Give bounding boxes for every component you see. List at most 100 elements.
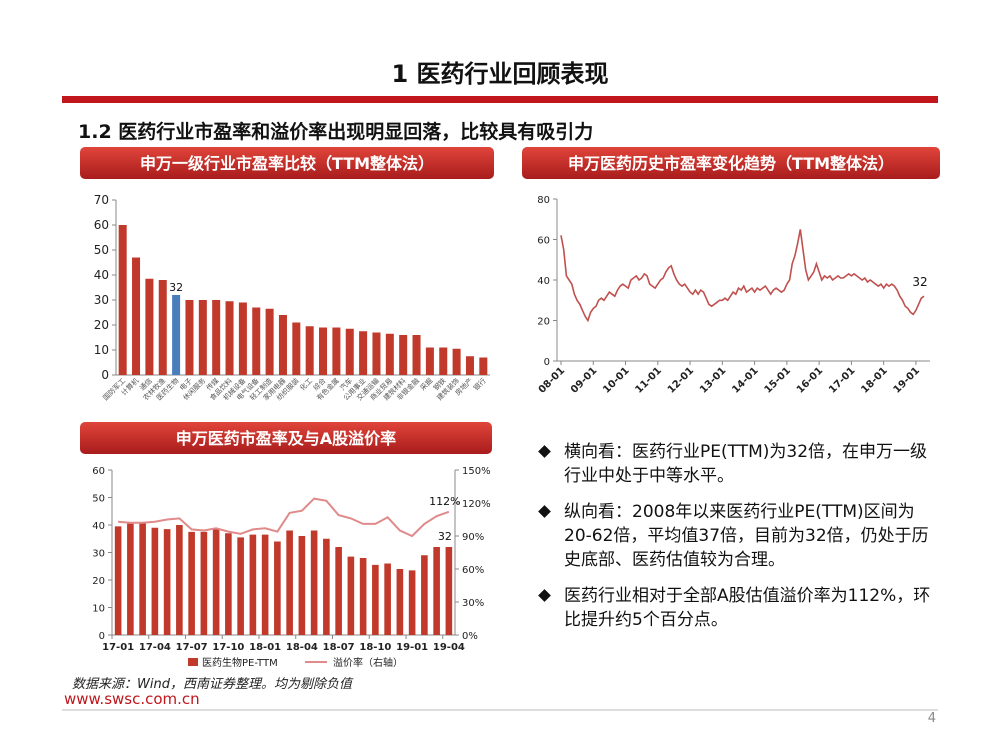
bullet-item: 横向看：医药行业PE(TTM)为32倍，在申万一级行业中处于中等水平。 [538, 440, 938, 488]
x-tick-label: 采掘 [418, 376, 434, 392]
slide-title: 1 医药行业回顾表现 [391, 60, 608, 88]
bar [145, 278, 154, 375]
y-tick-label: 60% [462, 565, 484, 576]
source-note: 数据来源：Wind，西南证券整理。均为剔除负值 [72, 676, 354, 692]
x-tick-label: 19-01 [892, 365, 922, 395]
data-label: 32 [912, 275, 927, 289]
y-tick-label: 70 [94, 193, 109, 207]
series-line [118, 497, 450, 538]
legend-label: 医药生物PE-TTM [202, 656, 278, 669]
y-tick-label: 30% [462, 598, 484, 609]
y-tick-label: 40 [94, 268, 109, 282]
bar [172, 295, 181, 375]
x-tick-label: 17-01 [827, 365, 857, 395]
bar [384, 563, 391, 635]
bar [345, 328, 354, 375]
bar [212, 529, 220, 635]
bar [359, 331, 368, 375]
bar [433, 547, 440, 635]
bar [114, 526, 122, 635]
x-tick-label: 18-07 [323, 642, 355, 653]
x-tick-label: 18-01 [859, 365, 889, 395]
bar [278, 315, 287, 375]
bar [265, 308, 274, 375]
page-number: 4 [928, 711, 936, 726]
bar [359, 558, 367, 635]
bar [252, 307, 261, 375]
panel-banner [80, 147, 494, 179]
y-tick-label: 0 [101, 368, 109, 382]
bar [305, 326, 314, 375]
y-tick-label: 80 [537, 195, 550, 206]
bar [479, 357, 488, 375]
x-tick-label: 17-07 [176, 642, 208, 653]
bar [185, 300, 194, 375]
y-tick-label: 0 [99, 631, 105, 642]
x-tick-label: 化工 [298, 376, 314, 392]
bar [237, 537, 244, 635]
panel-title: 申万一级行业市盈率比较（TTM整体法） [140, 154, 434, 173]
x-tick-label: 18-01 [249, 642, 281, 653]
bar [118, 225, 127, 375]
bar [372, 332, 381, 375]
bar [238, 302, 247, 375]
bar [225, 301, 234, 375]
y-tick-label: 40 [92, 521, 105, 532]
y-tick-label: 60 [92, 466, 105, 477]
panel-title: 申万医药历史市盈率变化趋势（TTM整体法） [568, 154, 894, 173]
bar [158, 280, 167, 375]
bar [139, 522, 146, 635]
bar [323, 538, 330, 635]
x-tick-label: 11-01 [634, 365, 664, 395]
x-tick-label: 10-01 [601, 365, 631, 395]
bar [465, 356, 474, 375]
x-tick-label: 12-01 [666, 365, 696, 395]
bar [319, 327, 328, 375]
bar [347, 556, 355, 635]
x-tick-label: 18-10 [359, 642, 391, 653]
bar [292, 322, 301, 375]
x-tick-label: 15-01 [763, 365, 793, 395]
panel-banner [522, 147, 940, 179]
bar [372, 564, 379, 635]
bar [249, 534, 257, 635]
x-tick-label: 银行 [471, 376, 487, 392]
x-tick-label: 16-01 [795, 365, 825, 395]
y-tick-label: 120% [462, 499, 491, 510]
data-label: 32 [438, 530, 452, 543]
panel-banner [80, 422, 492, 454]
bar [188, 531, 195, 635]
bar [200, 531, 208, 635]
data-label: 112% [429, 495, 460, 508]
y-tick-label: 20 [537, 317, 550, 328]
title-rule [62, 96, 938, 103]
x-tick-label: 13-01 [698, 365, 728, 395]
bar [421, 555, 428, 635]
bar [408, 570, 416, 635]
bar [163, 529, 171, 635]
bar [212, 300, 221, 375]
bullet-item: 医药行业相对于全部A股估值溢价率为112%，环比提升约5个百分点。 [538, 584, 938, 632]
y-tick-label: 10 [94, 343, 109, 357]
subtitle: 1.2 医药行业市盈率和溢价率出现明显回落，比较具有吸引力 [78, 120, 593, 143]
bar [445, 547, 453, 635]
x-tick-label: 18-04 [286, 642, 318, 653]
y-tick-label: 50 [92, 494, 105, 505]
y-tick-label: 150% [462, 466, 491, 477]
bar [198, 300, 207, 375]
bar [385, 333, 394, 375]
legend-swatch [188, 658, 198, 666]
x-tick-label: 17-04 [139, 642, 171, 653]
bar [335, 547, 342, 635]
y-tick-label: 0 [544, 357, 550, 368]
bar [452, 348, 461, 375]
x-tick-label: 08-01 [537, 365, 567, 395]
bar [274, 541, 281, 635]
x-tick-label: 17-10 [212, 642, 244, 653]
series-line [560, 229, 925, 323]
bar [310, 530, 318, 635]
y-tick-label: 50 [94, 243, 109, 257]
x-tick-label: 09-01 [569, 365, 599, 395]
